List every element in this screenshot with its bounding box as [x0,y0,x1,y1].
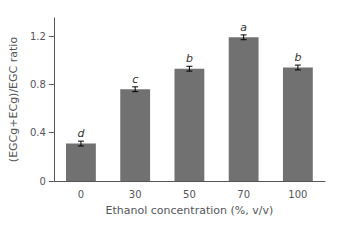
svg-text:d: d [77,127,85,140]
svg-text:100: 100 [288,189,307,200]
svg-text:a: a [240,21,247,34]
svg-text:b: b [186,52,193,65]
svg-text:30: 30 [129,189,142,200]
svg-text:0.8: 0.8 [30,79,46,90]
svg-text:0: 0 [78,189,84,200]
svg-text:Ethanol concentration (%, v/v): Ethanol concentration (%, v/v) [106,204,274,217]
svg-text:0.4: 0.4 [30,127,46,138]
svg-text:70: 70 [237,189,250,200]
svg-text:1.2: 1.2 [30,31,46,42]
svg-text:c: c [132,73,138,86]
svg-text:b: b [294,51,301,64]
svg-text:(EGCg+ECg)/EGC ratio: (EGCg+ECg)/EGC ratio [7,37,20,163]
svg-text:0: 0 [39,176,45,187]
svg-text:50: 50 [183,189,196,200]
